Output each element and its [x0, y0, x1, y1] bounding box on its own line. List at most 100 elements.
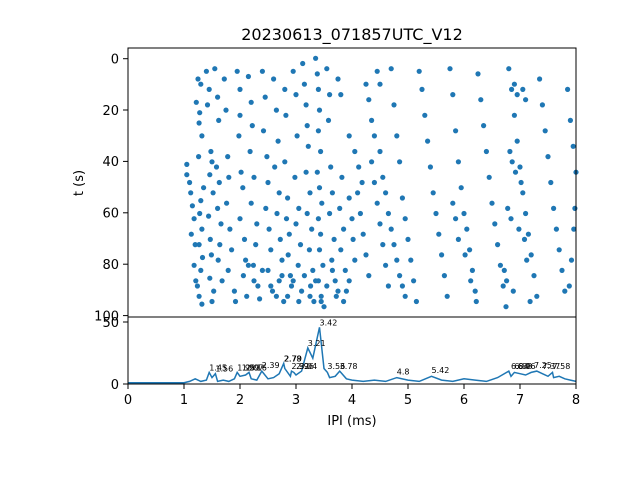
- scatter-point: [199, 133, 205, 139]
- scatter-point: [188, 231, 194, 237]
- scatter-point: [257, 296, 263, 302]
- scatter-point: [520, 190, 526, 196]
- scatter-point: [194, 283, 200, 289]
- scatter-point: [380, 242, 386, 248]
- x-tick-label-2: 2: [236, 393, 244, 408]
- scatter-point: [187, 179, 193, 186]
- scatter-point: [439, 252, 445, 258]
- scatter-point: [394, 257, 400, 263]
- scatter-point: [215, 257, 221, 263]
- scatter-point: [253, 242, 259, 248]
- scatter-point: [309, 226, 315, 232]
- scatter-point: [369, 117, 375, 123]
- scatter-point: [468, 278, 474, 284]
- peak-label: 2.78: [284, 354, 302, 363]
- y-axis-label: t (s): [72, 170, 87, 196]
- scatter-point: [385, 210, 391, 217]
- scatter-point: [481, 123, 487, 129]
- scatter-point: [441, 273, 447, 279]
- scatter-point: [269, 288, 276, 294]
- scatter-point: [283, 112, 289, 118]
- scatter-point: [276, 278, 282, 284]
- scatter-point: [523, 210, 529, 217]
- scatter-point: [527, 298, 533, 305]
- scatter-point: [245, 262, 251, 268]
- scatter-point: [237, 86, 243, 92]
- scatter-point: [225, 154, 231, 160]
- scatter-point: [315, 128, 321, 134]
- scatter-point: [191, 216, 197, 222]
- scatter-point: [559, 267, 565, 273]
- scatter-point: [245, 73, 251, 80]
- scatter-point: [553, 226, 560, 232]
- scatter-point: [325, 117, 332, 123]
- scatter-point: [518, 179, 524, 186]
- scatter-point: [199, 254, 206, 261]
- scatter-point: [346, 195, 352, 201]
- scatter-point: [293, 92, 299, 98]
- peak-label: 2.96: [296, 362, 314, 371]
- scatter-point: [248, 200, 254, 206]
- x-tick-label-8: 8: [572, 393, 580, 408]
- scatter-point: [209, 159, 215, 165]
- scatter-point: [311, 298, 317, 305]
- scatter-point: [508, 216, 514, 222]
- scatter-point: [209, 298, 215, 305]
- peak-label: 2.07: [246, 363, 264, 372]
- scatter-point: [355, 190, 361, 196]
- peak-label: 2.39: [262, 361, 280, 370]
- scatter-point: [229, 247, 235, 253]
- peak-label: 6.96: [518, 362, 536, 371]
- scatter-point: [223, 107, 229, 113]
- scatter-point: [196, 242, 202, 248]
- peak-label: 3.21: [308, 339, 326, 348]
- scatter-point: [208, 252, 214, 258]
- scatter-point: [489, 200, 495, 206]
- scatter-point: [453, 128, 459, 134]
- scatter-point: [241, 236, 248, 242]
- scatter-point: [377, 221, 383, 227]
- scatter-point: [318, 293, 324, 299]
- scatter-point: [219, 278, 225, 284]
- scatter-point: [500, 283, 506, 289]
- scatter-point: [262, 94, 268, 100]
- scatter-point: [318, 298, 324, 305]
- scatter-point: [455, 236, 461, 242]
- scatter-point: [255, 283, 261, 289]
- scatter-point: [339, 174, 345, 180]
- scatter-point: [227, 226, 233, 232]
- scatter-point: [263, 205, 269, 211]
- scatter-point: [478, 97, 484, 103]
- scatter-point: [304, 123, 310, 129]
- peak-label: 3.56: [327, 362, 345, 371]
- scatter-point: [346, 278, 352, 284]
- scatter-point: [208, 148, 214, 155]
- scatter-point: [568, 257, 575, 263]
- scatter-point: [520, 86, 526, 92]
- scatter-point: [277, 236, 283, 242]
- scatter-point: [539, 102, 546, 108]
- scatter-point: [548, 179, 554, 186]
- scatter-point: [215, 94, 221, 100]
- x-tick-label-4: 4: [348, 393, 356, 408]
- scatter-point: [184, 161, 190, 167]
- scatter-point: [383, 190, 389, 196]
- scatter-point: [531, 273, 537, 279]
- scatter-point: [472, 288, 478, 294]
- scatter-point: [341, 298, 347, 305]
- scatter-point: [224, 200, 230, 206]
- scatter-point: [467, 247, 473, 253]
- scatter-point: [192, 242, 198, 248]
- scatter-point: [447, 66, 453, 72]
- scatter-point: [282, 159, 288, 165]
- scatter-point: [571, 226, 577, 232]
- scatter-point: [250, 262, 256, 268]
- scatter-point: [556, 247, 562, 253]
- scatter-point: [356, 164, 362, 170]
- scatter-point: [199, 301, 205, 307]
- scatter-point: [295, 262, 301, 268]
- scatter-point: [315, 216, 321, 222]
- scatter-point: [551, 205, 557, 211]
- scatter-point: [523, 97, 529, 103]
- scatter-point: [199, 226, 205, 232]
